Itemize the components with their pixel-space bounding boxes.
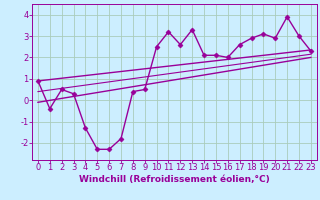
X-axis label: Windchill (Refroidissement éolien,°C): Windchill (Refroidissement éolien,°C) — [79, 175, 270, 184]
